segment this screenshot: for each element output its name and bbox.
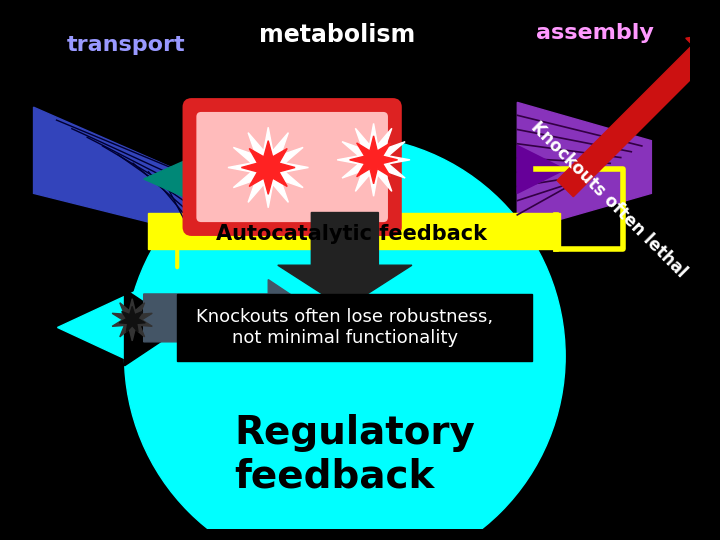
Text: Regulatory
feedback: Regulatory feedback [235,414,476,496]
Polygon shape [144,160,186,198]
Polygon shape [228,127,308,208]
Text: Knockouts often lose robustness,
not minimal functionality: Knockouts often lose robustness, not min… [197,308,493,347]
Polygon shape [278,213,412,308]
FancyBboxPatch shape [184,99,400,234]
Polygon shape [58,265,460,390]
Polygon shape [125,289,182,366]
Text: metabolism: metabolism [258,23,415,47]
Polygon shape [144,280,325,356]
Polygon shape [241,141,295,194]
Bar [148,213,560,249]
Polygon shape [34,107,186,232]
Polygon shape [112,299,152,341]
Polygon shape [350,136,397,184]
Text: Knockouts often lethal: Knockouts often lethal [527,119,690,281]
Polygon shape [337,124,410,196]
Polygon shape [517,145,565,193]
Text: assembly: assembly [536,23,654,43]
FancyBboxPatch shape [197,112,388,222]
Circle shape [125,136,565,540]
Polygon shape [517,103,652,232]
Polygon shape [119,306,145,332]
Text: transport: transport [67,35,186,55]
Text: Autocatalytic feedback: Autocatalytic feedback [215,224,487,244]
Bar [177,294,531,361]
Polygon shape [557,33,720,197]
